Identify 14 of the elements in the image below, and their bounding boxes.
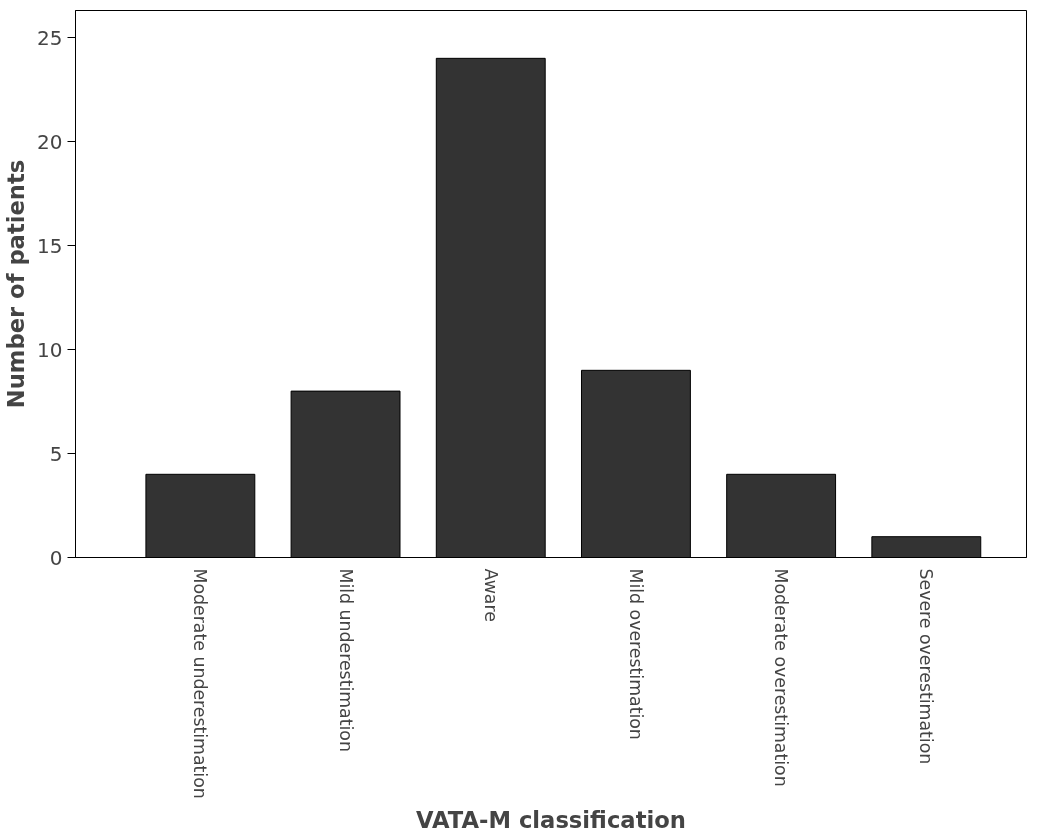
y-axis-title: Number of patients bbox=[3, 159, 30, 409]
x-tick-label: Moderate overestimation bbox=[771, 568, 792, 787]
x-tick-label: Mild overestimation bbox=[625, 568, 646, 740]
y-tick-label: 15 bbox=[37, 233, 63, 258]
x-tick-label: Aware bbox=[480, 568, 501, 622]
x-tick-label: Severe overestimation bbox=[916, 568, 937, 765]
x-tick-label: Mild underestimation bbox=[335, 568, 356, 752]
x-tick-label: Moderate underestimation bbox=[190, 568, 211, 799]
y-tick-label: 5 bbox=[49, 441, 63, 466]
y-tick-label: 20 bbox=[37, 129, 63, 154]
x-axis-title: VATA-M classification bbox=[416, 806, 686, 833]
y-tick-label: 0 bbox=[49, 545, 63, 570]
y-tick-label: 25 bbox=[37, 25, 63, 50]
y-tick-label: 10 bbox=[37, 337, 63, 362]
